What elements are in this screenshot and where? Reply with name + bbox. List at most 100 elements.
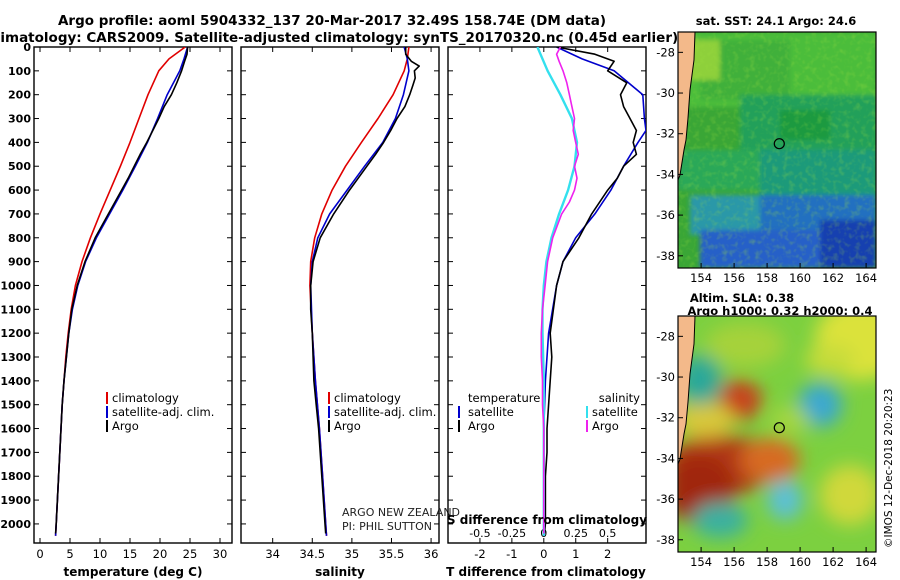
lat-tick-label: -34 — [656, 451, 675, 465]
depth-tick-label: 800 — [8, 232, 31, 245]
lon-tick-label: 154 — [690, 555, 712, 569]
depth-tick-label: 1000 — [0, 279, 31, 292]
salinity-y-ticks — [241, 46, 439, 525]
legend-swatch-argo — [106, 420, 108, 432]
float-program-annotation: ARGO NEW ZEALAND — [342, 506, 460, 519]
t-difference-x-axis: -2 -1 0 1 2 — [474, 47, 611, 561]
sla-map-title-line1: Altim. SLA: 0.38 — [690, 291, 794, 305]
sla-map: Altim. SLA: 0.38 Argo h1000: 0.32 h2000:… — [656, 291, 877, 569]
lon-tick-label: 162 — [822, 271, 844, 285]
depth-tick-label: 600 — [8, 184, 31, 197]
legend-swatch-t-satellite — [458, 406, 460, 418]
lat-tick-label: -38 — [656, 249, 675, 263]
depth-tick-label: 1400 — [0, 375, 31, 388]
x-tick-label: 5 — [66, 547, 73, 561]
lon-tick-label: 162 — [822, 555, 844, 569]
lat-tick-label: -30 — [656, 86, 675, 100]
series-line-argo — [54, 47, 189, 534]
s-tick-label: -0.5 — [469, 527, 490, 540]
x-tick-label: 0 — [540, 547, 547, 561]
salinity-x-axis: 34 34.5 35 35.5 36 — [265, 47, 438, 561]
x-tick-label: 15 — [123, 547, 138, 561]
lon-tick-label: 160 — [789, 555, 811, 569]
depth-tick-label: 200 — [8, 89, 31, 102]
x-tick-label: -1 — [506, 547, 517, 561]
figure-title-line2: Climatology: CARS2009. Satellite-adjuste… — [0, 30, 678, 46]
x-tick-label: 20 — [153, 547, 168, 561]
lat-tick-label: -36 — [656, 492, 675, 506]
lon-tick-label: 164 — [855, 555, 877, 569]
x-tick-label: 2 — [604, 547, 611, 561]
x-tick-label: 35 — [345, 547, 360, 561]
land-australia — [678, 32, 696, 181]
depth-tick-label: 1100 — [0, 303, 31, 316]
depth-tick-label: 700 — [8, 208, 31, 221]
temperature-xlabel: temperature (deg C) — [64, 565, 203, 579]
legend-title-salinity: salinity — [599, 391, 640, 405]
series-line-argo — [309, 47, 421, 534]
lat-tick-label: -28 — [656, 45, 675, 59]
lon-tick-label: 156 — [723, 271, 745, 285]
legend-swatch-t-argo — [458, 420, 460, 432]
x-tick-label: 34.5 — [299, 547, 325, 561]
series-line-t-argo — [543, 47, 638, 534]
legend-swatch-satellite — [328, 406, 330, 418]
s-difference-axis: -0.5 -0.25 0 0.25 0.5 — [469, 527, 616, 540]
salinity-plot-frame — [240, 46, 440, 544]
legend-title-temperature: temperature — [468, 391, 540, 405]
x-tick-label: 1 — [572, 547, 579, 561]
difference-lines — [536, 47, 646, 536]
difference-panel: -2 -1 0 1 2 -0.5 -0.25 0 0.25 0.5 T difference f… — [446, 46, 647, 579]
depth-tick-label: 500 — [8, 160, 31, 173]
legend-label-satellite: satellite-adj. clim. — [334, 405, 436, 419]
lon-tick-label: 164 — [855, 271, 877, 285]
temperature-lines — [54, 47, 189, 536]
legend-swatch-satellite — [106, 406, 108, 418]
legend-label-argo: Argo — [334, 419, 361, 433]
s-tick-label: 0.25 — [563, 527, 588, 540]
imos-credit: ©IMOS 12-Dec-2018 20:20:23 — [883, 389, 895, 548]
s-difference-xlabel: S difference from climatology — [447, 513, 647, 527]
lat-tick-label: -32 — [656, 127, 675, 141]
figure-title-line1: Argo profile: aoml 5904332_137 20-Mar-20… — [58, 13, 606, 29]
depth-tick-label: 400 — [8, 136, 31, 149]
depth-tick-label: 1700 — [0, 446, 31, 459]
sla-map-frame — [677, 315, 877, 553]
sst-argo-marker — [773, 138, 785, 150]
depth-tick-label: 1500 — [0, 399, 31, 412]
lat-tick-label: -36 — [656, 208, 675, 222]
depth-tick-label: 2000 — [0, 518, 31, 531]
depth-tick-label: 1200 — [0, 327, 31, 340]
depth-tick-label: 1900 — [0, 494, 31, 507]
x-tick-label: 36 — [424, 547, 439, 561]
legend-swatch-argo — [328, 420, 330, 432]
depth-tick-label: 300 — [8, 113, 31, 126]
depth-tick-label: 1300 — [0, 351, 31, 364]
lon-tick-label: 156 — [723, 555, 745, 569]
legend-label-s-satellite: satellite — [592, 405, 638, 419]
land-australia — [678, 316, 696, 465]
legend-label-climatology: climatology — [334, 391, 401, 405]
difference-plot-frame — [447, 46, 647, 544]
lat-tick-label: -34 — [656, 167, 675, 181]
legend-label-t-argo: Argo — [468, 419, 495, 433]
temperature-plot-frame — [33, 46, 233, 544]
difference-y-ticks — [448, 46, 646, 525]
sla-argo-marker — [773, 422, 785, 434]
float-pi-annotation: PI: PHIL SUTTON — [342, 520, 432, 533]
depth-axis: 0 100 200 300 400 500 600 700 800 900 1000 1100 1200… — [0, 41, 232, 531]
legend-swatch-climatology — [328, 392, 330, 404]
legend-label-s-argo: Argo — [592, 419, 619, 433]
salinity-xlabel: salinity — [315, 565, 365, 579]
s-tick-label: -0.25 — [498, 527, 526, 540]
x-tick-label: 10 — [93, 547, 108, 561]
lat-tick-label: -32 — [656, 411, 675, 425]
temperature-x-axis: 0 5 10 15 20 25 30 — [36, 47, 227, 561]
sla-map-axes: 154 156 158 160 162 164 -28 -30 -32 -34 -36 -38 — [656, 329, 877, 569]
t-difference-xlabel: T difference from climatology — [446, 565, 646, 579]
depth-tick-label: 1600 — [0, 423, 31, 436]
x-tick-label: 35.5 — [379, 547, 405, 561]
depth-tick-label: 900 — [8, 256, 31, 269]
lon-tick-label: 160 — [789, 271, 811, 285]
salinity-legend: climatology satellite-adj. clim. Argo — [328, 391, 436, 433]
